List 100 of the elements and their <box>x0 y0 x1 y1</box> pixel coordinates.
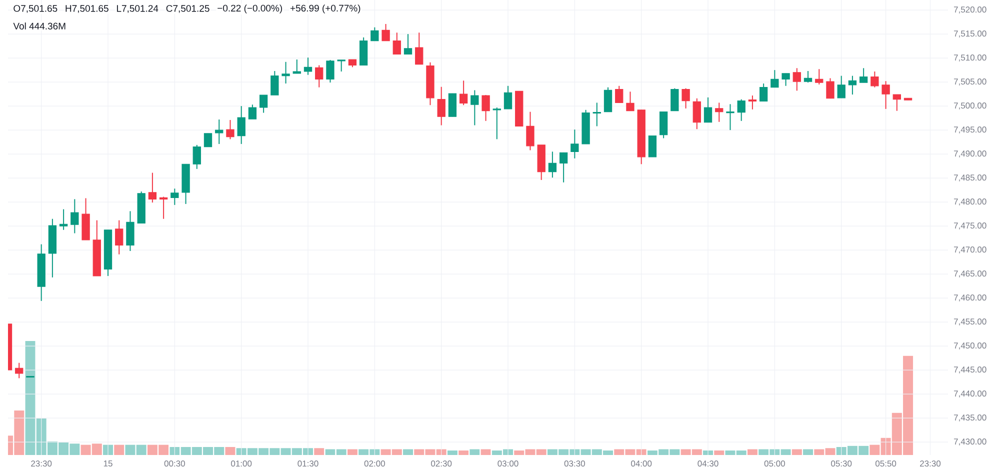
y-tick-label: 7,470.00 <box>954 246 986 254</box>
candlestick <box>715 102 724 122</box>
candlestick <box>626 91 634 112</box>
candlestick <box>126 210 134 252</box>
candlestick <box>215 118 224 144</box>
annotation: L7,501.24 <box>116 5 158 13</box>
x-tick-label: 05:50 <box>875 460 896 467</box>
candlestick <box>692 98 701 130</box>
candlestick <box>759 82 768 102</box>
y-tick-label: 7,505.00 <box>954 78 986 86</box>
annotation: −0.22 (−0.00%) <box>218 4 282 14</box>
bar <box>714 450 724 455</box>
y-tick-label: 7,485.00 <box>954 174 986 182</box>
candlestick <box>292 59 301 74</box>
candlestick <box>482 94 490 122</box>
annotation: +56.99 (+0.77%) <box>290 4 360 14</box>
candlestick <box>192 144 201 170</box>
candlestick <box>782 72 790 86</box>
candlestick <box>459 80 468 106</box>
y-tick-label: 7,430.00 <box>954 438 986 446</box>
candlestick <box>804 70 812 84</box>
candlestick <box>437 86 446 126</box>
candlestick <box>448 93 457 118</box>
candlestick <box>470 90 479 126</box>
y-tick-label: 7,515.00 <box>954 30 986 38</box>
candlestick <box>604 86 612 112</box>
bar <box>447 450 458 455</box>
candlestick <box>837 75 846 98</box>
y-tick-label: 7,450.00 <box>954 342 986 350</box>
candlestick <box>392 32 401 55</box>
annotation: Vol 444.36M <box>13 22 66 30</box>
candlestick <box>404 34 412 55</box>
candlestick <box>248 104 257 120</box>
candlestick <box>892 94 901 112</box>
candlestick <box>492 106 501 140</box>
candlestick <box>882 80 890 110</box>
candlestick <box>337 59 346 72</box>
bar <box>470 449 480 455</box>
x-tick-label: 15 <box>104 460 112 466</box>
bar <box>803 449 814 455</box>
candlestick <box>70 198 79 234</box>
x-tick-label: 05:00 <box>764 460 785 467</box>
y-tick-label: 7,465.00 <box>954 270 986 278</box>
candlestick <box>704 96 712 123</box>
candlestick <box>815 68 824 85</box>
y-tick-label: 7,520.00 <box>954 6 986 14</box>
candlestick <box>159 196 168 220</box>
candlestick <box>748 95 757 110</box>
candlestick <box>382 23 390 42</box>
candlestick <box>170 188 179 206</box>
candlestick <box>237 106 246 144</box>
bar <box>792 449 802 455</box>
candlestick <box>415 32 424 65</box>
bar <box>403 449 414 455</box>
candlestick <box>270 70 279 96</box>
candlestick <box>259 94 268 114</box>
candlestick <box>315 64 324 88</box>
y-tick-label: 7,490.00 <box>954 150 986 158</box>
y-tick-label: 7,460.00 <box>954 294 986 302</box>
candlestick <box>559 152 568 183</box>
candlestick <box>570 129 579 159</box>
x-tick-label: 23:30 <box>31 460 52 467</box>
y-tick-label: 7,480.00 <box>954 198 986 206</box>
candlestick <box>870 71 879 88</box>
candlestick <box>848 75 857 96</box>
candlestick <box>592 102 601 127</box>
x-tick-label: 02:30 <box>431 460 452 467</box>
candlestick <box>670 88 679 112</box>
candlestick <box>659 111 668 139</box>
y-tick-label: 7,475.00 <box>954 222 986 230</box>
candlestick <box>59 208 68 230</box>
candlestick <box>770 70 779 88</box>
x-tick-label: 00:30 <box>164 460 185 467</box>
x-tick-label: 05:30 <box>831 460 852 467</box>
bar <box>747 449 758 455</box>
candlestick <box>615 85 624 104</box>
candlestick <box>737 98 746 122</box>
candlestick <box>726 104 734 131</box>
candlestick <box>115 220 124 255</box>
y-tick-label: 7,435.00 <box>954 414 986 422</box>
y-tick-label: 7,455.00 <box>954 318 986 326</box>
y-tick-label: 7,510.00 <box>954 54 986 62</box>
candlestick <box>226 119 234 140</box>
x-tick-label: 01:30 <box>298 460 318 467</box>
candlestick <box>504 85 512 110</box>
y-tick-label: 7,445.00 <box>954 366 986 374</box>
x-tick-label: 04:00 <box>631 460 652 467</box>
bar <box>458 450 469 455</box>
x-tick-label: 04:30 <box>698 460 718 467</box>
x-tick-label: 01:00 <box>231 460 252 467</box>
y-tick-label: 7,500.00 <box>954 102 986 110</box>
y-tick-label: 7,440.00 <box>954 390 986 398</box>
x-tick-label: 02:00 <box>364 460 385 467</box>
x-tick-label: 23:30 <box>920 460 941 467</box>
candlestick <box>282 61 290 84</box>
x-tick-label: 03:00 <box>498 460 518 467</box>
candlestick <box>859 68 868 84</box>
bar <box>114 444 124 455</box>
y-tick-label: 7,495.00 <box>954 126 986 134</box>
candlestick <box>148 172 157 204</box>
